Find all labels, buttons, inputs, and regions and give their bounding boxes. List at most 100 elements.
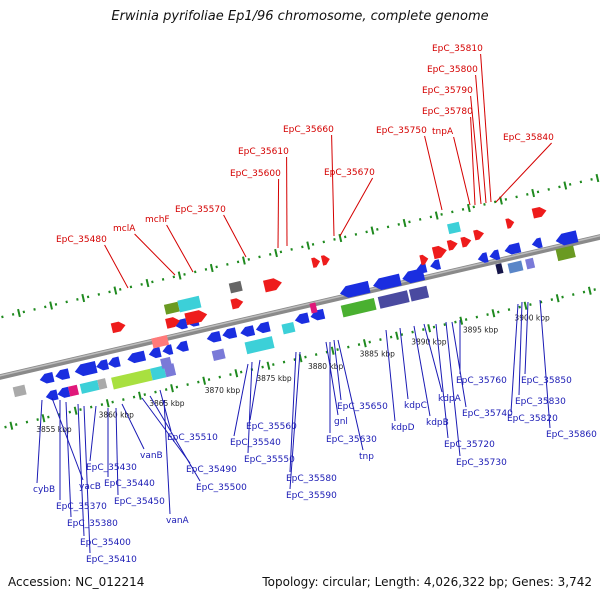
reverse-gene-label: EpC_35380 bbox=[67, 519, 118, 529]
reverse-gene-label: EpC_35550 bbox=[244, 455, 295, 465]
gene-shape bbox=[160, 356, 173, 369]
gene-shape bbox=[211, 348, 226, 361]
gene-feature-box bbox=[79, 379, 100, 394]
gene-feature-box bbox=[495, 263, 504, 275]
chromosome-backbone-highlight bbox=[0, 234, 600, 377]
reverse-gene-label: EpC_35410 bbox=[86, 555, 137, 565]
inner-dotted-guide-tick bbox=[105, 399, 110, 408]
gene-shape bbox=[431, 245, 447, 260]
forward-label-leader bbox=[166, 224, 194, 273]
reverse-gene-arrow bbox=[107, 356, 121, 368]
forward-label-leader bbox=[223, 214, 247, 258]
inner-dotted-guide-tick bbox=[41, 414, 46, 423]
reverse-label-leader bbox=[325, 341, 339, 416]
inner-dotted-guide-tick bbox=[234, 369, 239, 378]
forward-gene-arrow bbox=[431, 245, 447, 260]
gene-shape bbox=[240, 325, 256, 337]
forward-gene-label: EpC_35670 bbox=[324, 168, 375, 178]
reverse-label-leader bbox=[518, 301, 523, 396]
reverse-gene-label: EpC_35500 bbox=[196, 483, 247, 493]
inner-dotted-guide-tick bbox=[395, 331, 399, 340]
reverse-label-leader bbox=[77, 403, 85, 537]
reverse-label-leader bbox=[413, 325, 431, 417]
reverse-gene-label: EpC_35630 bbox=[326, 435, 377, 445]
gene-feature-box bbox=[340, 297, 377, 318]
gene-shape bbox=[310, 308, 326, 321]
reverse-gene-label: EpC_35370 bbox=[56, 502, 107, 512]
forward-gene-arrow bbox=[460, 236, 472, 248]
gene-shape bbox=[505, 218, 515, 229]
gene-shape bbox=[162, 344, 174, 355]
scale-tick-label: 3870 kbp bbox=[205, 386, 241, 395]
reverse-gene-arrow bbox=[57, 386, 71, 398]
gene-shape bbox=[531, 237, 543, 249]
reverse-label-leader bbox=[451, 321, 467, 408]
gene-shape bbox=[489, 249, 501, 261]
reverse-gene-arrow bbox=[504, 242, 522, 255]
reverse-label-leader bbox=[289, 351, 297, 473]
scale-tick-label: 3865 kbp bbox=[149, 399, 185, 408]
forward-gene-arrow bbox=[505, 218, 515, 229]
gene-shape bbox=[430, 259, 441, 270]
gene-shape bbox=[222, 327, 238, 339]
reverse-gene-label: kdpC bbox=[404, 401, 427, 411]
gene-shape bbox=[504, 242, 522, 255]
outer-dotted-guide-tick bbox=[17, 308, 21, 318]
gene-shape bbox=[447, 221, 461, 235]
reverse-gene-label: EpC_35440 bbox=[104, 479, 155, 489]
genome-summary-text: Topology: circular; Length: 4,026,322 bp… bbox=[262, 575, 592, 589]
reverse-gene-arrow bbox=[402, 268, 426, 284]
gene-shape bbox=[281, 321, 296, 335]
reverse-gene-label: vanA bbox=[166, 516, 190, 526]
forward-gene-arrow bbox=[184, 310, 208, 326]
forward-label-leader bbox=[453, 136, 471, 206]
reverse-gene-label: EpC_35860 bbox=[546, 430, 597, 440]
reverse-gene-arrow bbox=[294, 312, 310, 325]
forward-gene-label: EpC_35840 bbox=[503, 133, 554, 143]
reverse-gene-label: EpC_35730 bbox=[456, 458, 507, 468]
forward-gene-label: tnpA bbox=[432, 127, 454, 137]
gene-feature-box bbox=[555, 245, 576, 262]
forward-gene-arrow bbox=[531, 206, 547, 219]
gene-feature-box bbox=[97, 378, 108, 390]
outer-dotted-guide-tick bbox=[274, 248, 278, 258]
gene-shape bbox=[555, 245, 576, 262]
outer-dotted-guide-tick bbox=[595, 173, 600, 183]
forward-label-leader bbox=[331, 134, 335, 237]
reverse-label-leader bbox=[289, 351, 301, 490]
gene-shape bbox=[163, 301, 180, 315]
forward-gene-label: EpC_35660 bbox=[283, 125, 334, 135]
gene-shape bbox=[507, 260, 524, 274]
reverse-label-leader bbox=[159, 389, 172, 432]
forward-label-leader bbox=[424, 135, 443, 211]
reverse-gene-label: EpC_35720 bbox=[444, 440, 495, 450]
inner-dotted-guide-tick bbox=[427, 324, 432, 333]
reverse-gene-label: EpC_35400 bbox=[80, 538, 131, 548]
reverse-gene-label: kdpA bbox=[438, 394, 462, 404]
reverse-gene-label: kdpD bbox=[391, 423, 415, 433]
gene-shape bbox=[176, 340, 189, 352]
forward-gene-arrow bbox=[110, 321, 126, 334]
outer-dotted-guide-tick bbox=[402, 218, 407, 228]
gene-feature-box bbox=[309, 302, 318, 314]
inner-dotted-guide-tick bbox=[555, 294, 560, 303]
reverse-gene-label: EpC_35450 bbox=[114, 497, 165, 507]
outer-dotted-guide-tick bbox=[145, 278, 150, 288]
reverse-gene-arrow bbox=[45, 389, 59, 401]
reverse-gene-label: EpC_35830 bbox=[515, 397, 566, 407]
gene-shape bbox=[460, 236, 472, 248]
reverse-label-leader bbox=[163, 399, 171, 515]
gene-shape bbox=[402, 268, 426, 284]
reverse-label-leader bbox=[247, 361, 253, 454]
gene-shape bbox=[416, 262, 428, 274]
reverse-gene-arrow bbox=[174, 318, 188, 330]
reverse-gene-arrow bbox=[477, 252, 489, 263]
reverse-gene-label: vanB bbox=[140, 451, 163, 461]
reverse-gene-arrow bbox=[222, 327, 238, 339]
outer-dotted-guide-tick bbox=[209, 263, 214, 273]
outer-dotted-guide-tick bbox=[113, 286, 118, 295]
outer-dotted-guide-tick bbox=[434, 211, 439, 220]
reverse-gene-arrow bbox=[74, 361, 98, 377]
reverse-gene-arrow bbox=[162, 344, 174, 355]
gene-feature-box bbox=[228, 280, 243, 294]
